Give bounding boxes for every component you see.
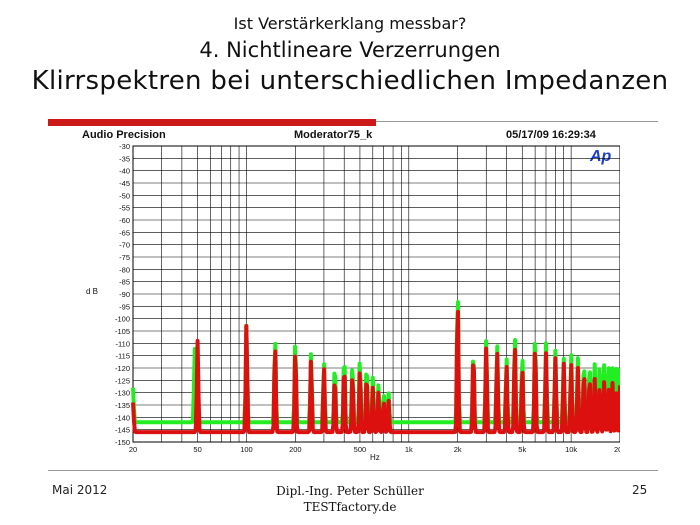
y-tick-label: -65	[119, 228, 130, 237]
y-tick-label: -45	[119, 179, 130, 188]
x-tick-labels: 20 50 100 200 500 1k 2k 5k 10k 20k	[129, 445, 620, 454]
slide-title: Klirrspektren bei unterschiedlichen Impe…	[31, 66, 669, 96]
series-line-red	[131, 309, 620, 435]
y-tick-label: -30	[119, 142, 130, 151]
x-tick-label: 500	[354, 445, 367, 454]
chart-header-left: Audio Precision	[82, 129, 166, 141]
chart-header-right: 05/17/09 16:29:34	[506, 129, 597, 141]
footer-date: Mai 2012	[52, 483, 108, 497]
x-axis-label: Hz	[370, 453, 380, 462]
y-tick-label: -35	[119, 154, 130, 163]
footer-author-block: Dipl.-Ing. Peter Schüller TESTfactory.de	[230, 483, 470, 515]
y-tick-label: -85	[119, 278, 130, 287]
x-tick-label: 10k	[565, 445, 577, 454]
footer-author: Dipl.-Ing. Peter Schüller	[276, 484, 424, 498]
y-tick-label: -130	[115, 389, 130, 398]
x-tick-label: 50	[193, 445, 201, 454]
y-tick-label: -95	[119, 302, 130, 311]
y-tick-label: -90	[119, 290, 130, 299]
x-tick-label: 20	[129, 445, 137, 454]
series-layer	[131, 300, 620, 435]
y-tick-label: -110	[116, 339, 130, 348]
y-tick-label: -145	[115, 426, 130, 435]
page-number: 25	[632, 483, 648, 497]
plot-frame	[132, 145, 620, 443]
y-tick-label: -60	[119, 216, 130, 225]
footer-site: TESTfactory.de	[303, 500, 397, 514]
y-tick-label: -135	[115, 401, 130, 410]
y-tick-label: -115	[116, 352, 130, 361]
x-tick-label: 100	[240, 445, 253, 454]
y-tick-label: -40	[119, 167, 130, 176]
y-axis-label: d B	[86, 287, 98, 296]
y-tick-label: -70	[119, 241, 130, 250]
x-tick-label: 2k	[454, 445, 462, 454]
y-tick-label: -75	[119, 253, 130, 262]
y-tick-label: -55	[119, 204, 130, 213]
title-accent-bar	[48, 119, 376, 126]
x-tick-label: 1k	[405, 445, 413, 454]
y-tick-label: -105	[115, 327, 130, 336]
y-tick-label: -125	[115, 376, 130, 385]
x-tick-label: 20k	[614, 445, 620, 454]
spectrum-chart: Audio Precision Moderator75_k 05/17/09 1…	[80, 126, 620, 470]
chart-header-center: Moderator75_k	[294, 129, 373, 141]
slide-section-title: 4. Nichtlineare Verzerrungen	[199, 38, 501, 62]
y-tick-label: -120	[115, 364, 130, 373]
x-tick-label: 200	[289, 445, 302, 454]
title-divider-line	[376, 121, 658, 122]
y-tick-label: -140	[115, 413, 130, 422]
y-tick-label: -100	[115, 315, 130, 324]
ap-logo: Ap	[589, 148, 612, 165]
slide-supertitle: Ist Verstärkerklang messbar?	[233, 14, 467, 33]
x-tick-label: 5k	[518, 445, 526, 454]
y-tick-label: -150	[115, 438, 130, 447]
y-tick-labels: -30 -35 -40 -45 -50 -55 -60 -65 -70 -75 -80 -85 -90 -…	[115, 142, 130, 447]
y-tick-label: -80	[119, 265, 130, 274]
y-tick-label: -50	[119, 191, 130, 200]
footer-divider-line	[48, 470, 658, 471]
